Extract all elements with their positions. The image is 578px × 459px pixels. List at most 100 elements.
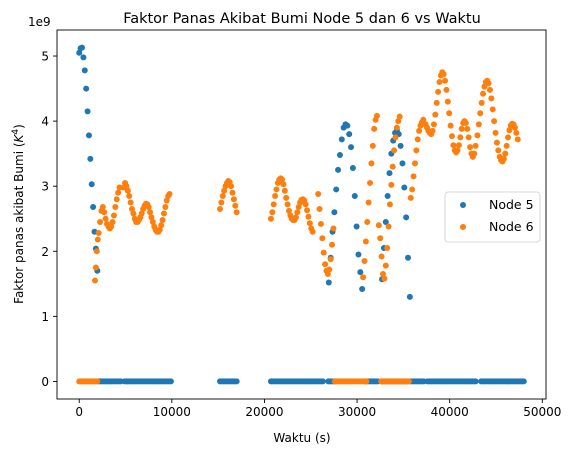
data-point	[221, 187, 228, 194]
data-point	[283, 194, 290, 201]
data-point	[520, 378, 527, 385]
data-point	[306, 220, 313, 227]
data-point	[477, 110, 484, 117]
data-point	[336, 151, 343, 158]
data-point	[99, 204, 106, 211]
data-point	[444, 98, 451, 105]
data-point	[90, 204, 97, 211]
data-point	[115, 189, 122, 196]
data-point	[79, 44, 86, 51]
plot-area	[76, 44, 527, 385]
data-point	[480, 90, 487, 97]
legend-label-node5: Node 5	[489, 197, 534, 212]
data-point	[229, 189, 236, 196]
data-point	[145, 204, 152, 211]
data-point	[513, 129, 520, 136]
data-point	[329, 241, 336, 248]
data-point	[129, 205, 136, 212]
data-point	[218, 199, 225, 206]
data-point	[87, 155, 94, 162]
data-point	[93, 248, 100, 255]
x-tick-label: 0	[75, 405, 83, 419]
data-point	[378, 253, 385, 260]
data-point	[348, 144, 355, 151]
data-point	[355, 251, 362, 258]
data-point	[272, 192, 279, 199]
data-point	[294, 209, 301, 216]
data-point	[357, 269, 364, 276]
data-point	[369, 142, 376, 149]
data-point	[148, 214, 155, 221]
data-point	[124, 187, 131, 194]
data-point	[401, 184, 408, 191]
data-point	[430, 121, 437, 128]
data-point	[449, 133, 455, 140]
data-point	[472, 142, 479, 149]
data-point	[286, 207, 292, 214]
data-point	[373, 112, 380, 119]
data-point	[147, 209, 154, 216]
data-point	[159, 217, 166, 224]
legend: Node 5 Node 6	[444, 191, 541, 243]
data-point	[80, 54, 87, 61]
data-point	[407, 194, 414, 201]
series-6-points	[76, 69, 521, 385]
data-point	[333, 186, 340, 193]
data-point	[315, 191, 322, 197]
data-point	[409, 186, 416, 193]
data-point	[455, 142, 462, 149]
data-point	[405, 378, 412, 385]
y-tick-label: 0	[41, 375, 49, 389]
data-point	[485, 80, 492, 87]
y-axis: 0 1 2 3 4 5	[41, 50, 57, 389]
legend-marker-node5	[460, 202, 466, 208]
data-point	[360, 274, 367, 281]
data-point	[465, 134, 472, 141]
data-point	[464, 125, 471, 132]
data-point	[403, 214, 410, 221]
data-point	[320, 249, 327, 256]
data-point	[156, 226, 163, 233]
data-point	[392, 134, 399, 141]
data-point	[433, 99, 440, 106]
data-point	[413, 147, 420, 154]
data-point	[454, 147, 461, 154]
data-point	[88, 181, 95, 188]
data-point	[446, 110, 453, 117]
data-point	[462, 120, 469, 127]
data-point	[368, 160, 375, 167]
x-axis-label: Waktu (s)	[273, 431, 330, 445]
data-point	[324, 271, 331, 278]
data-point	[217, 205, 223, 212]
data-point	[491, 118, 498, 125]
data-point	[450, 142, 457, 149]
data-point	[309, 228, 316, 235]
data-point	[126, 192, 133, 199]
data-point	[420, 116, 427, 123]
y-tick-label: 4	[41, 115, 49, 129]
legend-label-node6: Node 6	[489, 219, 534, 234]
chart-title: Faktor Panas Akibat Bumi Node 5 dan 6 vs…	[123, 11, 481, 27]
data-point	[436, 79, 443, 86]
data-point	[344, 122, 351, 129]
data-point	[381, 275, 388, 282]
data-point	[109, 218, 116, 225]
data-point	[478, 99, 485, 106]
data-point	[94, 378, 101, 385]
data-point	[116, 184, 123, 191]
data-point	[76, 49, 83, 56]
data-point	[486, 86, 493, 93]
data-point	[414, 136, 421, 143]
data-point	[97, 218, 104, 225]
data-point	[385, 223, 392, 230]
data-point	[502, 150, 509, 157]
data-point	[316, 205, 323, 212]
data-point	[493, 139, 500, 146]
data-point	[386, 170, 393, 177]
data-point	[393, 124, 400, 131]
data-point	[281, 187, 288, 194]
data-point	[386, 201, 393, 208]
data-point	[163, 197, 170, 204]
data-point	[319, 378, 326, 385]
